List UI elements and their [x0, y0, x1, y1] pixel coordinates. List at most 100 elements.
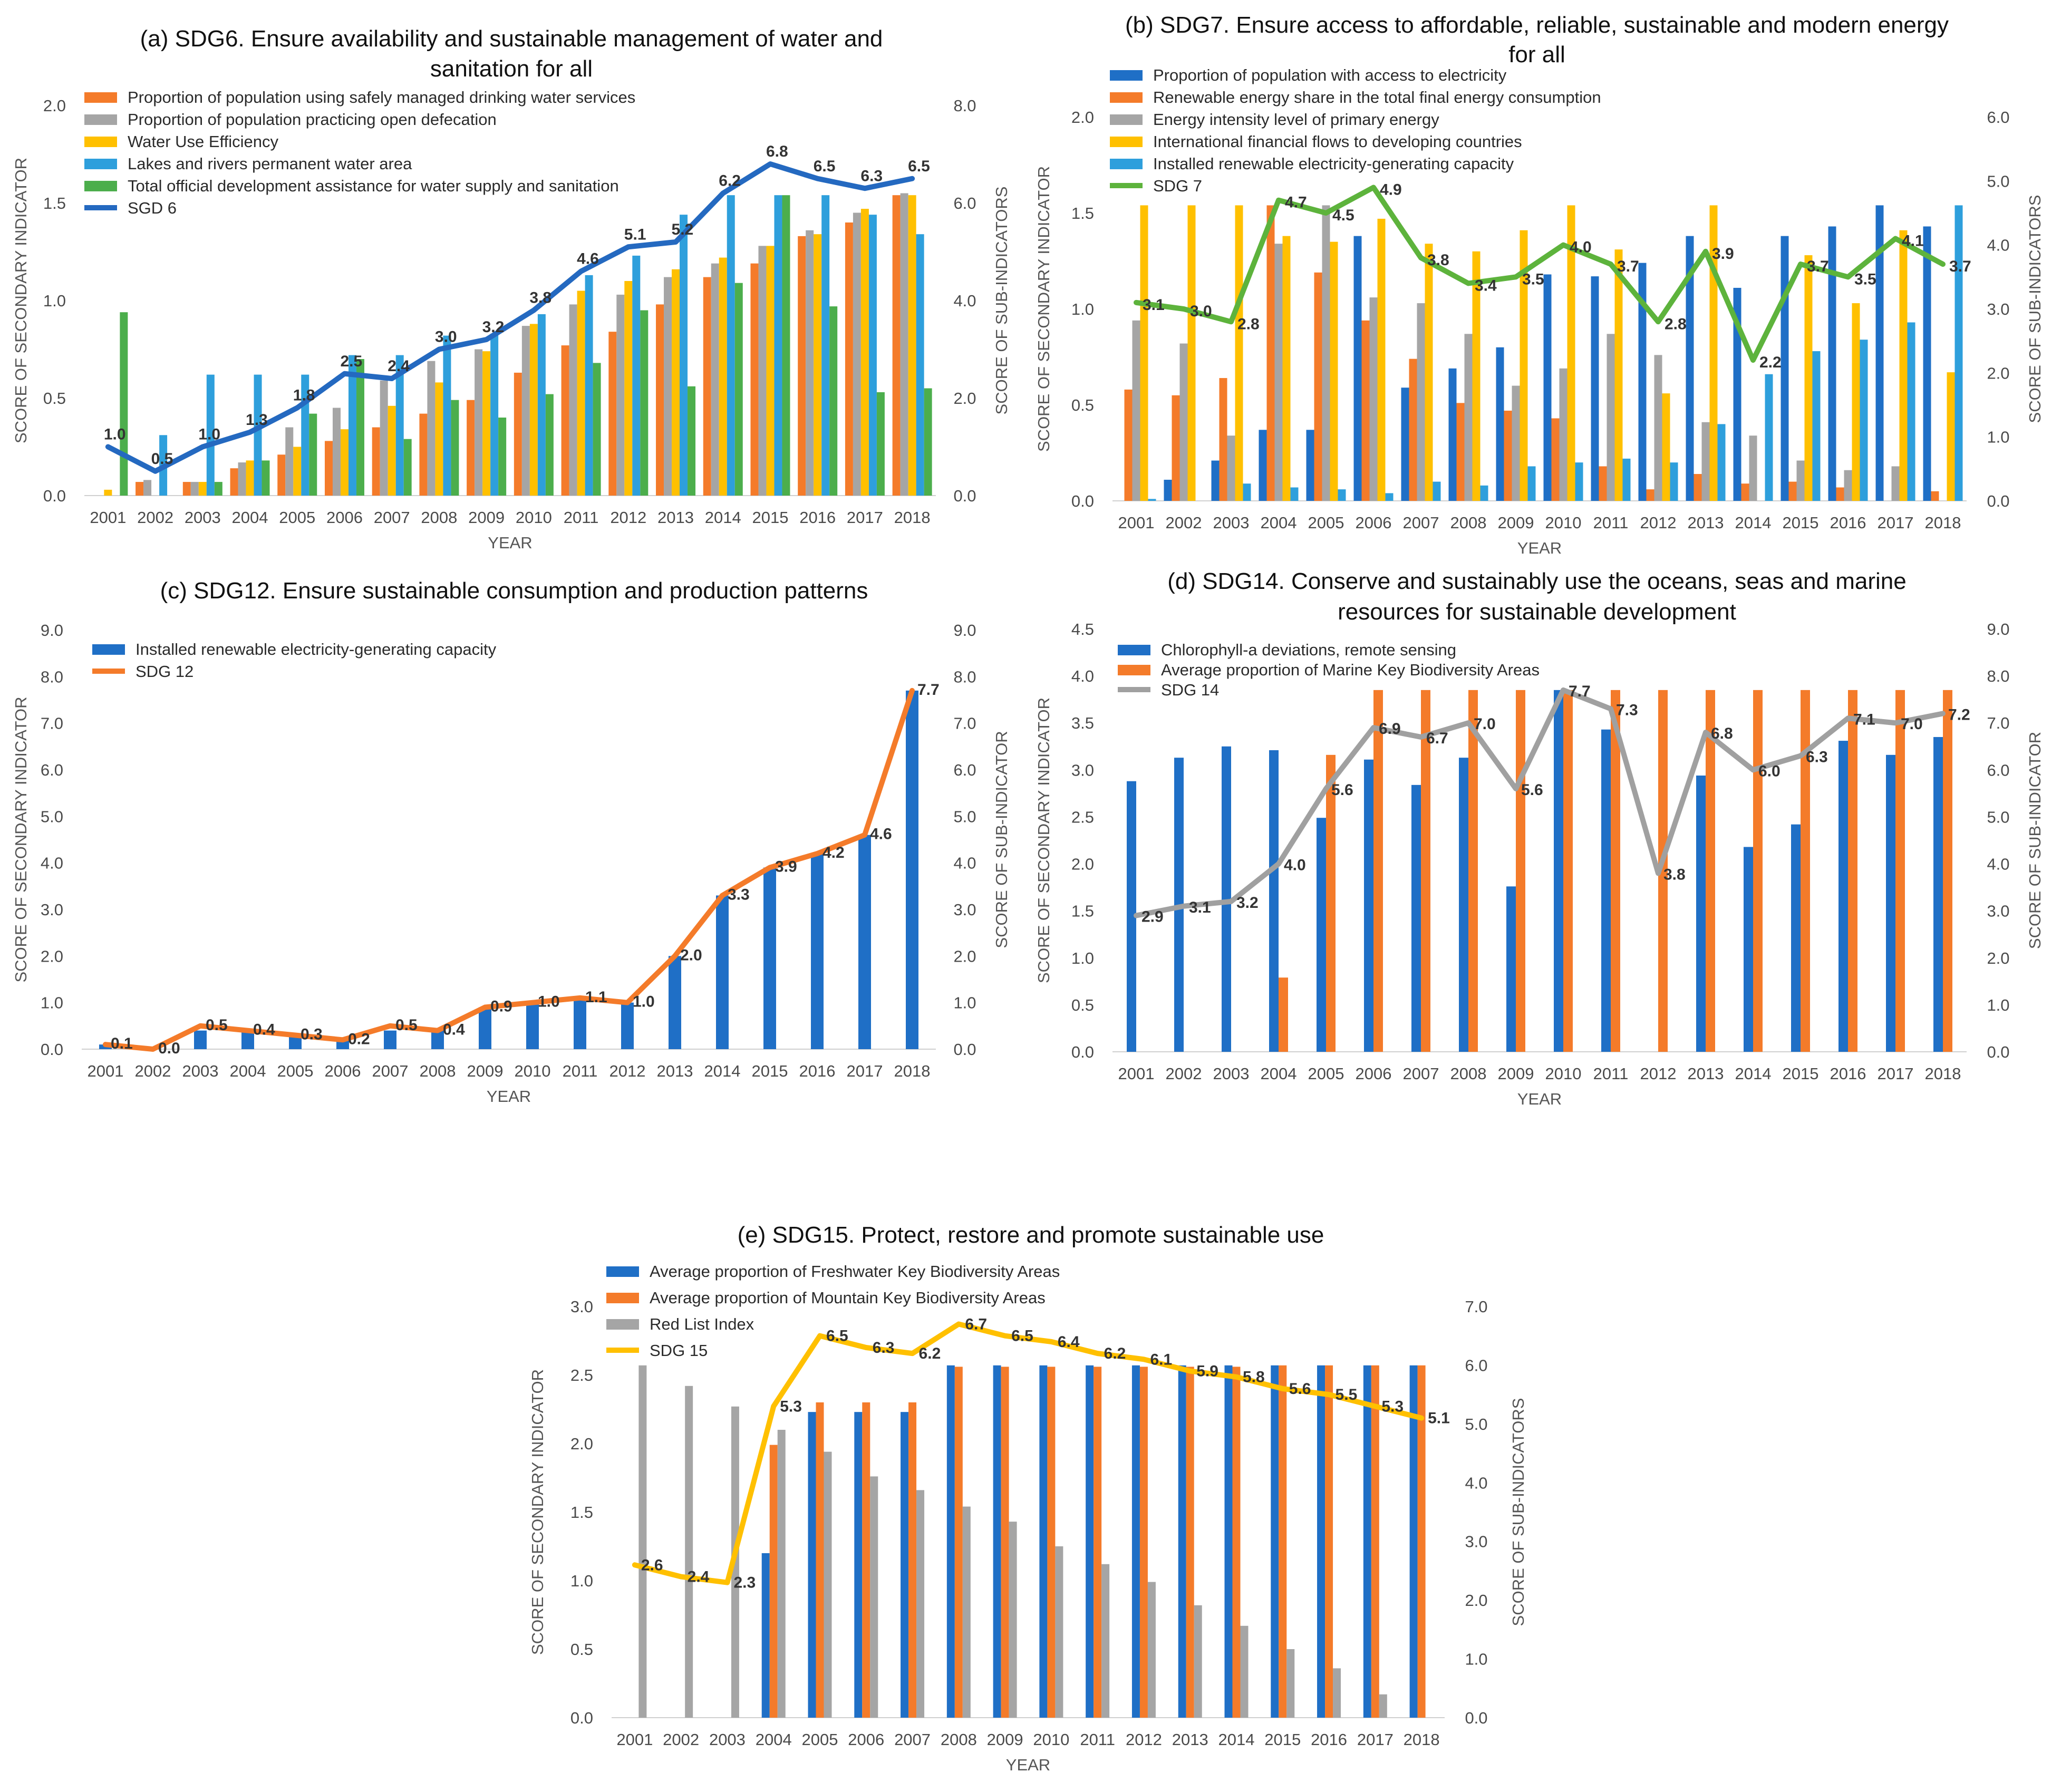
x-tick-label: 2002 — [663, 1730, 699, 1749]
data-label: 5.5 — [1336, 1386, 1358, 1403]
legend-swatch — [1110, 70, 1143, 81]
bar — [876, 392, 885, 496]
chart-panel-a: (a) SDG6. Ensure availability and sustai… — [12, 26, 1011, 552]
bar — [1409, 1365, 1418, 1718]
x-tick-label: 2004 — [1261, 514, 1297, 532]
y2-tick-label: 7.0 — [1465, 1297, 1487, 1316]
y2-tick-label: 6.0 — [1465, 1356, 1487, 1374]
bar — [1954, 205, 1963, 501]
chart-panel-c: (c) SDG12. Ensure sustainable consumptio… — [12, 578, 1011, 1106]
y2-tick-label: 1.0 — [1465, 1650, 1487, 1669]
y2-tick-label: 2.0 — [1987, 364, 2009, 382]
data-label: 3.2 — [482, 318, 505, 336]
y-tick-label: 3.5 — [1071, 714, 1094, 732]
bar — [1543, 274, 1552, 501]
x-tick-label: 2015 — [1264, 1730, 1301, 1749]
bar — [435, 382, 443, 496]
data-label: 0.2 — [348, 1030, 370, 1048]
bar — [1468, 690, 1478, 1052]
bar — [1611, 690, 1620, 1052]
x-tick-label: 2009 — [468, 508, 505, 527]
bar — [1187, 205, 1196, 501]
bar — [1836, 487, 1844, 501]
data-label: 5.8 — [1243, 1369, 1265, 1386]
bar — [241, 1030, 254, 1049]
bar — [1895, 690, 1905, 1052]
legend-label: Average proportion of Marine Key Biodive… — [1161, 661, 1540, 679]
y2-tick-label: 5.0 — [1987, 808, 2009, 826]
data-label: 4.0 — [1284, 857, 1306, 874]
bar — [104, 489, 112, 496]
bar — [1886, 754, 1895, 1052]
bar — [868, 215, 877, 496]
bar — [1364, 759, 1373, 1052]
x-tick-label: 2010 — [1033, 1730, 1069, 1749]
bar — [1943, 690, 1952, 1052]
bar — [1139, 1367, 1148, 1718]
legend-swatch — [606, 1293, 639, 1303]
legend-swatch — [1118, 665, 1150, 675]
bar — [734, 283, 743, 496]
bar — [1317, 818, 1326, 1052]
bar — [862, 1402, 870, 1718]
bar — [1907, 322, 1915, 501]
x-tick-label: 2005 — [1308, 514, 1344, 532]
x-tick-label: 2013 — [1688, 514, 1724, 532]
bar — [916, 1490, 925, 1718]
y-tick-label: 6.0 — [41, 761, 63, 779]
y-tick-label: 1.5 — [570, 1503, 593, 1522]
data-label: 6.8 — [1711, 725, 1733, 742]
bar — [824, 1451, 832, 1718]
bar — [1459, 758, 1468, 1052]
x-tick-label: 2007 — [894, 1730, 931, 1749]
x-tick-label: 2005 — [802, 1730, 838, 1749]
data-label: 6.4 — [1058, 1333, 1080, 1351]
bar — [632, 255, 641, 496]
data-label: 3.9 — [1712, 245, 1734, 263]
x-tick-label: 2011 — [1593, 1064, 1629, 1083]
bar — [766, 246, 775, 496]
x-tick-label: 2003 — [185, 508, 221, 527]
x-tick-label: 2008 — [421, 508, 457, 527]
x-tick-label: 2017 — [847, 508, 883, 527]
y2-tick-label: 5.0 — [1465, 1415, 1487, 1433]
bar — [853, 212, 861, 496]
bar — [1654, 355, 1662, 501]
bar — [821, 195, 830, 496]
bar — [1290, 487, 1299, 501]
bar — [758, 246, 767, 496]
bar — [529, 324, 538, 496]
series-line — [1134, 185, 1946, 363]
y-tick-label: 1.0 — [570, 1572, 593, 1590]
data-label: 3.5 — [1522, 270, 1544, 288]
bar — [1140, 205, 1148, 501]
bar — [1931, 491, 1939, 501]
bar — [348, 355, 356, 496]
bar — [719, 257, 727, 496]
legend-swatch — [84, 114, 117, 125]
bar — [238, 462, 246, 496]
bar — [479, 1007, 491, 1049]
legend-swatch — [84, 92, 117, 103]
bar — [182, 482, 191, 496]
bar — [309, 413, 317, 496]
bar — [1401, 388, 1409, 501]
bar — [1733, 287, 1741, 501]
bar — [1179, 343, 1188, 501]
y2-tick-label: 4.0 — [953, 292, 976, 310]
bar — [1325, 1365, 1333, 1718]
series-line — [105, 161, 915, 474]
bar — [1219, 378, 1227, 501]
data-label: 2.4 — [388, 357, 410, 375]
bar — [750, 263, 759, 496]
y2-tick-label: 0.0 — [1987, 1043, 2009, 1061]
x-tick-label: 2018 — [1925, 514, 1961, 532]
y-tick-label: 0.0 — [1071, 492, 1094, 510]
bar — [608, 332, 617, 496]
bar — [1472, 251, 1481, 501]
data-label: 6.1 — [1150, 1351, 1172, 1368]
y-tick-label: 3.0 — [41, 900, 63, 919]
bar — [1055, 1546, 1063, 1718]
y-axis-label: SCORE OF SECONDARY INDICATOR — [528, 1369, 547, 1655]
bar — [685, 1386, 693, 1718]
